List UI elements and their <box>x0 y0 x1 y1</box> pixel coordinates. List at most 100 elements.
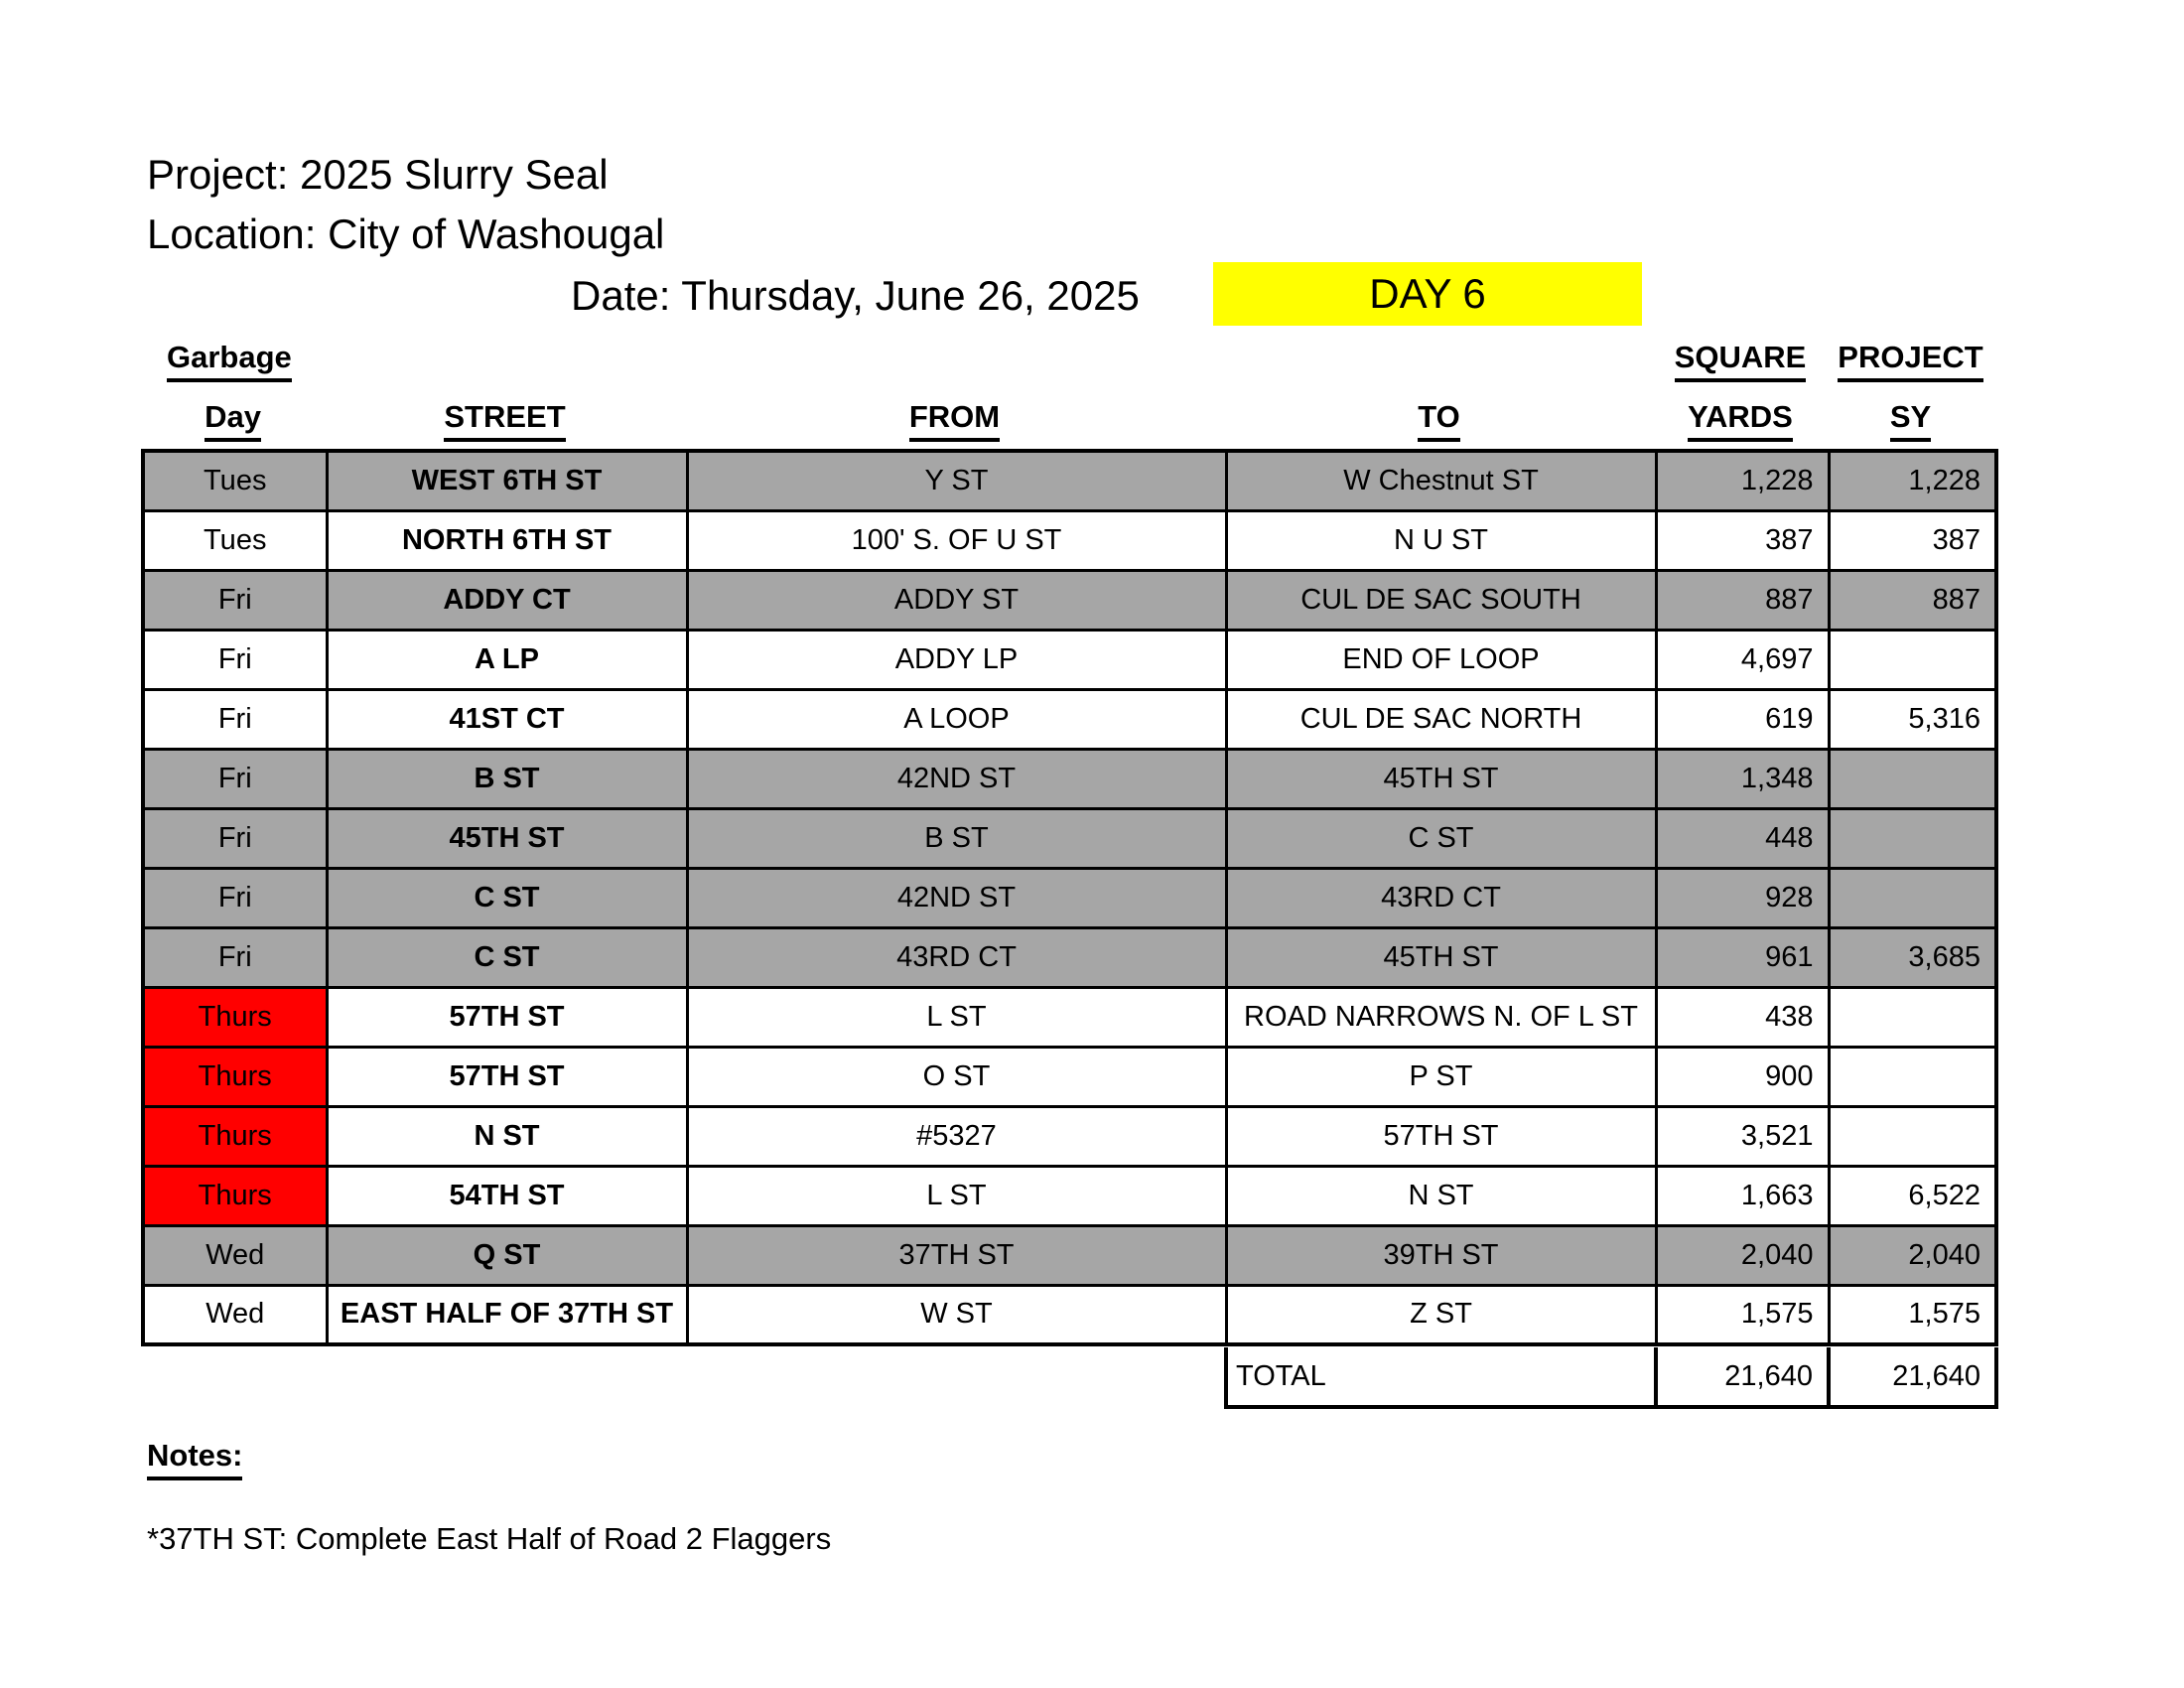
cell-street: ADDY CT <box>325 568 689 632</box>
table-row: Wed Q ST 37TH ST 39TH ST 2,040 2,040 <box>141 1223 1998 1287</box>
cell-sy <box>1827 747 1998 810</box>
cell-sy <box>1827 866 1998 929</box>
project-group-header-text: PROJECT <box>1838 340 1983 382</box>
cell-day: Wed <box>141 1283 329 1346</box>
cell-street: A LP <box>325 628 689 691</box>
table-row: Fri 41ST CT A LOOP CUL DE SAC NORTH 619 5,316 <box>141 687 1998 751</box>
cell-day: Thurs <box>141 1045 329 1108</box>
cell-street: C ST <box>325 866 689 929</box>
column-header-day: Day <box>141 399 325 442</box>
cell-yards: 1,228 <box>1654 449 1831 512</box>
cell-from: O ST <box>685 1045 1228 1108</box>
cell-street: N ST <box>325 1104 689 1168</box>
total-sy-cell: 21,640 <box>1827 1347 1998 1409</box>
table-row: Fri B ST 42ND ST 45TH ST 1,348 <box>141 747 1998 810</box>
cell-from: L ST <box>685 985 1228 1049</box>
cell-from: ADDY LP <box>685 628 1228 691</box>
cell-from: 37TH ST <box>685 1223 1228 1287</box>
cell-from: A LOOP <box>685 687 1228 751</box>
cell-sy <box>1827 806 1998 870</box>
table-row: Thurs 54TH ST L ST N ST 1,663 6,522 <box>141 1164 1998 1227</box>
cell-day: Thurs <box>141 1104 329 1168</box>
table-row: Thurs N ST #5327 57TH ST 3,521 <box>141 1104 1998 1168</box>
cell-day: Fri <box>141 806 329 870</box>
column-header-day-text: Day <box>205 399 261 442</box>
square-group-header: SQUARE <box>1654 340 1827 382</box>
cell-yards: 1,348 <box>1654 747 1831 810</box>
cell-yards: 3,521 <box>1654 1104 1831 1168</box>
cell-day: Wed <box>141 1223 329 1287</box>
cell-to: 43RD CT <box>1224 866 1658 929</box>
column-header-street: STREET <box>325 399 685 442</box>
cell-yards: 961 <box>1654 925 1831 989</box>
cell-street: 41ST CT <box>325 687 689 751</box>
cell-from: #5327 <box>685 1104 1228 1168</box>
schedule-table: Tues WEST 6TH ST Y ST W Chestnut ST 1,228 1,2… <box>141 449 1998 1346</box>
cell-to: CUL DE SAC NORTH <box>1224 687 1658 751</box>
cell-street: C ST <box>325 925 689 989</box>
table-row: Fri C ST 42ND ST 43RD CT 928 <box>141 866 1998 929</box>
garbage-group-header: Garbage <box>167 340 292 382</box>
square-group-header-text: SQUARE <box>1674 340 1807 382</box>
cell-day: Tues <box>141 508 329 572</box>
column-header-street-text: STREET <box>444 399 566 442</box>
garbage-group-header-text: Garbage <box>167 340 292 382</box>
cell-street: NORTH 6TH ST <box>325 508 689 572</box>
cell-day: Fri <box>141 687 329 751</box>
schedule-table-body: Tues WEST 6TH ST Y ST W Chestnut ST 1,228 1,2… <box>141 449 1998 1346</box>
total-yards-cell: 21,640 <box>1654 1347 1831 1409</box>
cell-day: Fri <box>141 866 329 929</box>
cell-sy: 1,575 <box>1827 1283 1998 1346</box>
project-title: Project: 2025 Slurry Seal <box>147 151 609 198</box>
table-row: Thurs 57TH ST O ST P ST 900 <box>141 1045 1998 1108</box>
cell-from: ADDY ST <box>685 568 1228 632</box>
cell-yards: 900 <box>1654 1045 1831 1108</box>
cell-street: 57TH ST <box>325 1045 689 1108</box>
cell-to: 39TH ST <box>1224 1223 1658 1287</box>
total-row: TOTAL 21,640 21,640 <box>1224 1347 1998 1409</box>
table-row: Fri 45TH ST B ST C ST 448 <box>141 806 1998 870</box>
cell-sy <box>1827 1045 1998 1108</box>
cell-yards: 387 <box>1654 508 1831 572</box>
cell-yards: 619 <box>1654 687 1831 751</box>
cell-sy <box>1827 628 1998 691</box>
cell-yards: 1,575 <box>1654 1283 1831 1346</box>
cell-to: 57TH ST <box>1224 1104 1658 1168</box>
table-row: Fri ADDY CT ADDY ST CUL DE SAC SOUTH 887 887 <box>141 568 1998 632</box>
cell-day: Thurs <box>141 985 329 1049</box>
cell-sy: 6,522 <box>1827 1164 1998 1227</box>
project-group-header: PROJECT <box>1827 340 1994 382</box>
total-label-cell: TOTAL <box>1224 1347 1658 1409</box>
cell-sy: 1,228 <box>1827 449 1998 512</box>
cell-yards: 928 <box>1654 866 1831 929</box>
column-header-to: TO <box>1224 399 1654 442</box>
cell-to: W Chestnut ST <box>1224 449 1658 512</box>
table-row: Tues NORTH 6TH ST 100' S. OF U ST N U ST 387… <box>141 508 1998 572</box>
cell-day: Tues <box>141 449 329 512</box>
cell-to: 45TH ST <box>1224 747 1658 810</box>
notes-heading: Notes: <box>147 1438 243 1480</box>
note-line: *37TH ST: Complete East Half of Road 2 F… <box>147 1521 832 1556</box>
cell-to: CUL DE SAC SOUTH <box>1224 568 1658 632</box>
column-header-sy-text: SY <box>1889 399 1932 442</box>
cell-from: Y ST <box>685 449 1228 512</box>
cell-sy: 3,685 <box>1827 925 1998 989</box>
date-line: Date: Thursday, June 26, 2025 <box>571 272 1140 319</box>
column-header-to-text: TO <box>1418 399 1460 442</box>
cell-day: Thurs <box>141 1164 329 1227</box>
cell-from: 100' S. OF U ST <box>685 508 1228 572</box>
cell-day: Fri <box>141 747 329 810</box>
column-header-from: FROM <box>685 399 1224 442</box>
cell-to: 45TH ST <box>1224 925 1658 989</box>
table-row: Thurs 57TH ST L ST ROAD NARROWS N. OF L ST 4… <box>141 985 1998 1049</box>
location-line: Location: City of Washougal <box>147 211 665 257</box>
cell-day: Fri <box>141 628 329 691</box>
cell-yards: 887 <box>1654 568 1831 632</box>
cell-to: Z ST <box>1224 1283 1658 1346</box>
cell-from: L ST <box>685 1164 1228 1227</box>
column-header-from-text: FROM <box>908 399 1001 442</box>
cell-day: Fri <box>141 925 329 989</box>
cell-street: 54TH ST <box>325 1164 689 1227</box>
cell-yards: 438 <box>1654 985 1831 1049</box>
